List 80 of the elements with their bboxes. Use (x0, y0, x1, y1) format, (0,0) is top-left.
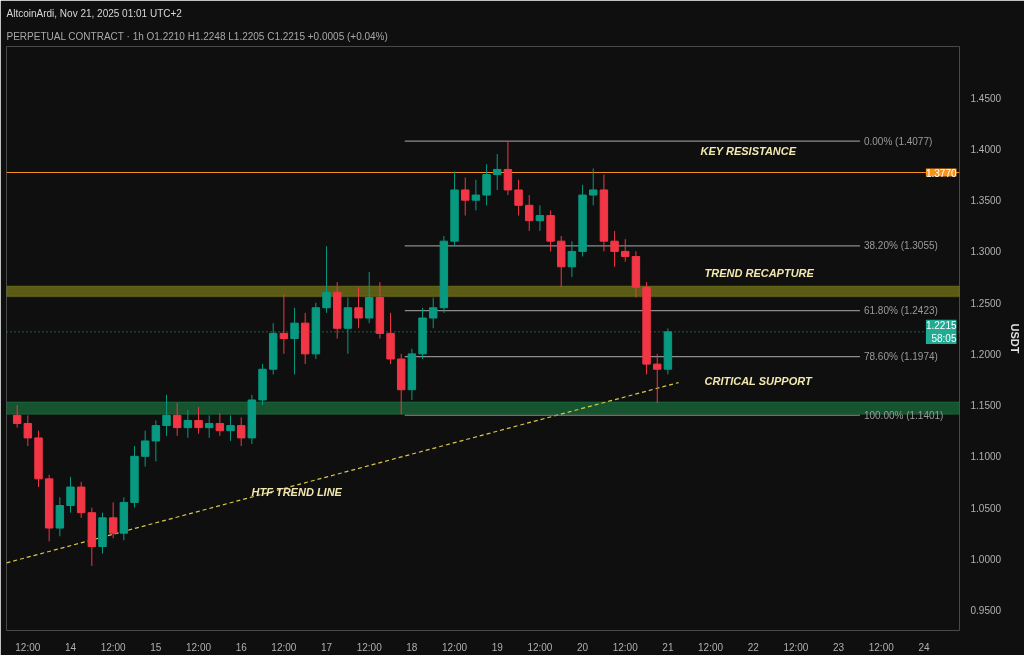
x-tick-label: 12:00 (783, 641, 809, 653)
series-label: 0.00% (1.4077) (863, 135, 933, 147)
x-tick-label: 12:00 (100, 641, 127, 653)
x-tick-label: 12:00 (527, 641, 553, 653)
chart-title: AltcoinArdi, Nov 21, 2025 01:01 UTC+2 (6, 7, 183, 19)
x-tick-label: 12:00 (271, 641, 297, 653)
ref-line-label: 1.3770 (925, 167, 957, 179)
y-tick-label: 1.1500 (970, 400, 1002, 412)
x-tick-label: 12:00 (15, 641, 41, 653)
candlestick (492, 153, 502, 191)
candlestick (471, 179, 481, 211)
candlestick (460, 177, 470, 217)
candlestick (524, 194, 534, 232)
candlestick (183, 409, 193, 439)
candlestick (503, 140, 513, 196)
candlestick (428, 297, 438, 329)
y-tick-label: 1.0500 (970, 502, 1002, 514)
y-tick-label: 1.4000 (970, 143, 1002, 155)
candlestick (322, 245, 331, 314)
x-tick-label: 23 (833, 641, 845, 653)
annotation: TREND RECAPTURE (704, 266, 815, 279)
x-tick-label: 24 (918, 641, 930, 653)
y-tick-label: 1.2500 (970, 297, 1002, 309)
candlestick (215, 412, 225, 437)
y-tick-label: 1.1000 (970, 451, 1002, 463)
candlestick (204, 414, 214, 439)
x-tick-label: 18 (406, 641, 418, 653)
x-tick-label: 12:00 (356, 641, 383, 653)
candlestick (151, 419, 161, 462)
series-label: 100.00% (1.1401) (863, 409, 944, 421)
y-tick-label: 1.0000 (970, 553, 1002, 565)
candlestick (354, 286, 363, 329)
annotation: CRITICAL SUPPORT (704, 374, 813, 387)
x-tick-label: 20 (577, 641, 589, 653)
candlestick (364, 271, 374, 324)
candlestick (194, 406, 203, 435)
series-label: 38.20% (1.3055) (863, 240, 938, 252)
ref-line-label: 1.2215 58:05 (925, 319, 957, 344)
x-tick-label: 12:00 (186, 641, 212, 653)
candlestick (514, 179, 523, 217)
candlestick (343, 297, 353, 355)
x-tick-label: 15 (150, 641, 162, 653)
candlestick (610, 230, 619, 268)
candlestick (621, 238, 630, 263)
candlestick (653, 353, 662, 404)
x-tick-label: 12:00 (698, 641, 724, 653)
candlestick (162, 394, 171, 437)
candlestick (172, 402, 182, 437)
candlestick (279, 293, 289, 355)
candlestick (535, 204, 545, 232)
candlestick (589, 167, 598, 206)
x-tick-label: 21 (662, 641, 674, 653)
y-tick-label: 1.3500 (970, 195, 1002, 207)
y-tick-label: 1.2000 (970, 348, 1002, 360)
x-tick-label: 16 (235, 641, 248, 653)
series-label: 78.60% (1.1974) (863, 351, 938, 363)
candlestick (108, 501, 118, 539)
candlestick (140, 430, 150, 468)
candlestick (236, 416, 246, 447)
series-label: 61.80% (1.2423) (863, 305, 938, 317)
x-tick-label: 12:00 (612, 641, 639, 653)
y-tick-label: 1.4500 (970, 92, 1002, 104)
annotation: KEY RESISTANCE (700, 144, 797, 157)
x-tick-label: 19 (491, 641, 504, 653)
x-tick-label: 22 (747, 641, 760, 653)
x-tick-label: 12:00 (868, 641, 895, 653)
annotation: HTF TREND LINE (251, 485, 343, 498)
y-tick-label: 1.3000 (970, 246, 1002, 258)
candlestick (226, 414, 235, 442)
x-tick-label: 17 (320, 641, 333, 653)
y-tick-label: 0.9500 (970, 605, 1002, 617)
candlestick (482, 163, 491, 206)
candlestick (55, 496, 65, 537)
y-axis-title: USDT (1009, 323, 1022, 354)
x-tick-label: 14 (64, 641, 77, 653)
chart-subtitle: PERPETUAL CONTRACT · 1h O1.2210 H1.2248 L1.2205 C1.2215 +0.0005 (+0.04%) (6, 30, 388, 42)
candlestick (290, 307, 299, 375)
candlestick (66, 476, 75, 514)
x-tick-label: 12:00 (442, 641, 468, 653)
candlestick (567, 240, 577, 278)
